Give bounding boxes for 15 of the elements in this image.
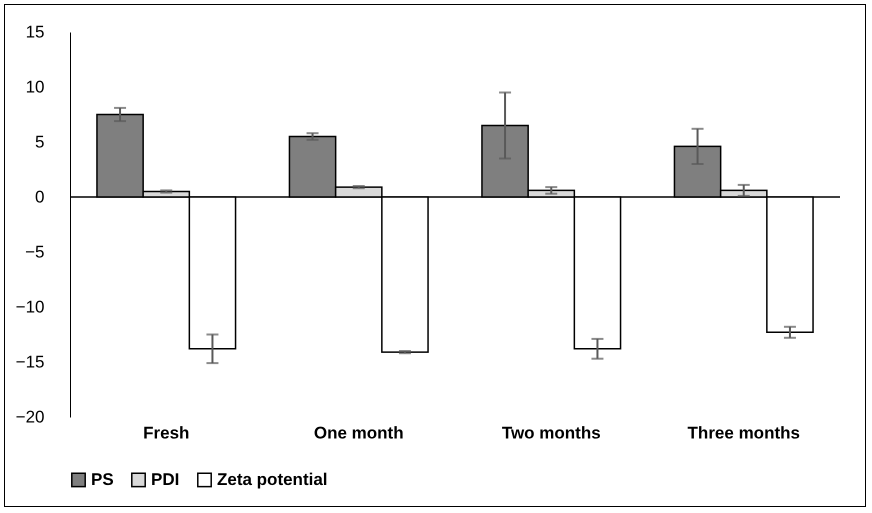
legend-label: PDI [151, 470, 180, 489]
y-tick-label: −20 [16, 408, 44, 426]
x-tick-label: One month [314, 424, 404, 442]
x-tick-label: Fresh [143, 424, 190, 442]
y-tick-label: −10 [16, 298, 44, 316]
y-tick-label: 5 [35, 132, 44, 152]
y-tick-label: 0 [35, 188, 44, 206]
legend-label: Zeta potential [217, 470, 328, 489]
y-tick-label: −5 [25, 242, 44, 262]
x-tick-label: Two months [502, 424, 601, 442]
y-tick-label: −15 [16, 352, 44, 372]
y-tick-label: 10 [26, 78, 44, 96]
x-tick-label: Three months [688, 424, 800, 442]
legend-label: PS [91, 470, 114, 489]
y-tick-label: 15 [26, 22, 44, 42]
